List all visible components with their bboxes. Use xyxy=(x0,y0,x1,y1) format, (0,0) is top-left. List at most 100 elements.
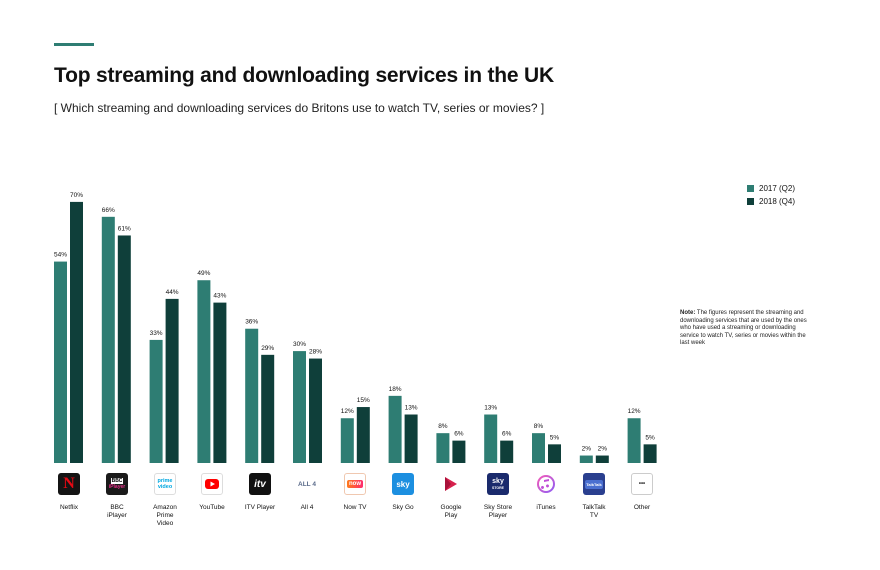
talktalk-logo-text: TalkTalk xyxy=(585,479,603,489)
sky-go-logo-icon: sky xyxy=(392,473,414,495)
category-label-bbc-iplayer: BBC iPlayer xyxy=(107,504,127,519)
data-label-now-tv-2018-q4: 15% xyxy=(357,397,370,404)
all4-logo-icon: ALL 4 xyxy=(296,473,318,495)
bar-amazon-prime-video-2017-q2 xyxy=(149,339,163,463)
bar-google-play-2018-q4 xyxy=(452,440,466,463)
bar-itv-player-2018-q4 xyxy=(261,354,275,463)
other-dots-glyph: ••• xyxy=(638,481,646,487)
category-label-netflix: Netflix xyxy=(59,504,79,511)
data-label-itunes-2017-q2: 8% xyxy=(534,423,544,430)
bar-netflix-2018-q4 xyxy=(70,201,83,463)
netflix-logo-icon: N xyxy=(58,473,80,495)
google-play-glyph xyxy=(445,477,457,491)
category-label-other: Other xyxy=(633,504,651,511)
data-label-sky-go-2017-q2: 18% xyxy=(389,386,402,393)
category-label-google-play: Google Play xyxy=(440,504,462,519)
bar-amazon-prime-video-2018-q4 xyxy=(165,298,179,463)
footnote-text: The figures represent the streaming and … xyxy=(680,310,807,346)
iplayer-logo-text: iPlayer xyxy=(108,484,126,490)
data-label-sky-store-player-2017-q2: 13% xyxy=(484,405,497,412)
bbc-logo-text: BBC xyxy=(110,478,124,484)
legend-label-2017: 2017 (Q2) xyxy=(759,184,796,193)
legend-item-2017: 2017 (Q2) xyxy=(747,182,795,195)
data-label-all-4-2017-q2: 30% xyxy=(293,341,306,348)
data-label-itv-player-2018-q4: 29% xyxy=(261,345,274,352)
data-label-sky-go-2018-q4: 13% xyxy=(405,405,418,412)
legend: 2017 (Q2) 2018 (Q4) xyxy=(747,182,795,208)
bar-itv-player-2017-q2 xyxy=(245,328,259,463)
bar-all-4-2018-q4 xyxy=(309,358,322,463)
youtube-play-glyph xyxy=(205,479,219,489)
talktalk-tv-logo-icon: TalkTalk xyxy=(583,473,605,495)
data-label-itunes-2018-q4: 5% xyxy=(550,434,560,441)
sky-store-logo-subtext: STORE xyxy=(492,486,504,490)
accent-rule xyxy=(54,43,94,46)
prime-logo-text: prime xyxy=(157,478,173,484)
legend-swatch-2018 xyxy=(747,198,754,205)
bar-bbc-iplayer-2018-q4 xyxy=(117,235,131,463)
data-label-itv-player-2017-q2: 36% xyxy=(245,319,258,326)
data-label-bbc-iplayer-2017-q2: 66% xyxy=(102,207,115,214)
video-logo-text: video xyxy=(157,484,173,490)
bar-all-4-2017-q2 xyxy=(293,351,306,463)
bar-sky-go-2018-q4 xyxy=(404,414,418,463)
bar-itunes-2018-q4 xyxy=(548,444,561,463)
data-label-amazon-prime-video-2018-q4: 44% xyxy=(166,289,179,296)
legend-label-2018: 2018 (Q4) xyxy=(759,197,796,206)
bbc-iplayer-logo-icon: BBC iPlayer xyxy=(106,473,128,495)
bar-bbc-iplayer-2017-q2 xyxy=(101,216,115,463)
category-label-itv-player: ITV Player xyxy=(244,504,276,511)
data-label-netflix-2018-q4: 70% xyxy=(70,192,83,199)
data-label-youtube-2018-q4: 43% xyxy=(213,293,226,300)
data-label-talktalk-tv-2018-q4: 2% xyxy=(598,446,608,453)
bar-google-play-2017-q2 xyxy=(436,433,450,463)
category-label-youtube: YouTube xyxy=(199,504,225,511)
sky-store-logo-icon: sky STORE xyxy=(487,473,509,495)
bar-itunes-2017-q2 xyxy=(532,433,545,463)
category-label-amazon-prime-video: Amazon Prime Video xyxy=(153,504,177,527)
legend-swatch-2017 xyxy=(747,185,754,192)
data-label-other-2017-q2: 12% xyxy=(628,408,641,415)
itv-logo-text: itv xyxy=(254,478,266,490)
data-label-google-play-2017-q2: 8% xyxy=(438,423,448,430)
itunes-logo-icon xyxy=(535,473,557,495)
bar-talktalk-tv-2017-q2 xyxy=(579,455,593,463)
google-play-logo-icon xyxy=(440,473,462,495)
bar-youtube-2018-q4 xyxy=(213,302,227,463)
amazon-prime-video-logo-icon: prime video xyxy=(154,473,176,495)
category-label-all-4: All 4 xyxy=(300,504,314,511)
other-dots-icon: ••• xyxy=(631,473,653,495)
data-label-google-play-2018-q4: 6% xyxy=(454,431,464,438)
category-label-talktalk-tv: TalkTalk TV xyxy=(582,504,606,519)
bar-now-tv-2018-q4 xyxy=(356,407,370,463)
page-title: Top streaming and downloading services i… xyxy=(54,64,554,87)
bar-talktalk-tv-2018-q4 xyxy=(595,455,609,463)
sky-store-logo-text: sky xyxy=(492,478,504,485)
page-subtitle: [ Which streaming and downloading servic… xyxy=(54,101,545,115)
bar-other-2017-q2 xyxy=(627,418,641,463)
now-tv-logo-icon: now xyxy=(344,473,366,495)
itv-player-logo-icon: itv xyxy=(249,473,271,495)
bar-sky-store-player-2017-q2 xyxy=(484,414,498,463)
bar-sky-go-2017-q2 xyxy=(388,395,402,463)
youtube-logo-icon xyxy=(201,473,223,495)
sky-go-logo-text: sky xyxy=(396,479,410,489)
data-label-youtube-2017-q2: 49% xyxy=(197,270,210,277)
data-label-sky-store-player-2018-q4: 6% xyxy=(502,431,512,438)
data-label-talktalk-tv-2017-q2: 2% xyxy=(582,446,592,453)
category-label-sky-go: Sky Go xyxy=(392,504,414,511)
itunes-glyph xyxy=(537,475,555,493)
data-label-amazon-prime-video-2017-q2: 33% xyxy=(150,330,163,337)
bar-youtube-2017-q2 xyxy=(197,280,211,463)
footnote-label: Note: xyxy=(680,310,696,316)
legend-item-2018: 2018 (Q4) xyxy=(747,195,795,208)
footnote: Note: The figures represent the streamin… xyxy=(680,310,810,348)
bar-now-tv-2017-q2 xyxy=(340,418,354,463)
data-label-all-4-2018-q4: 28% xyxy=(309,349,322,356)
category-label-now-tv: Now TV xyxy=(343,504,367,511)
category-label-sky-store-player: Sky Store Player xyxy=(483,504,513,519)
category-label-itunes: iTunes xyxy=(536,504,556,511)
now-tv-logo-text: now xyxy=(347,480,363,488)
data-label-now-tv-2017-q2: 12% xyxy=(341,408,354,415)
